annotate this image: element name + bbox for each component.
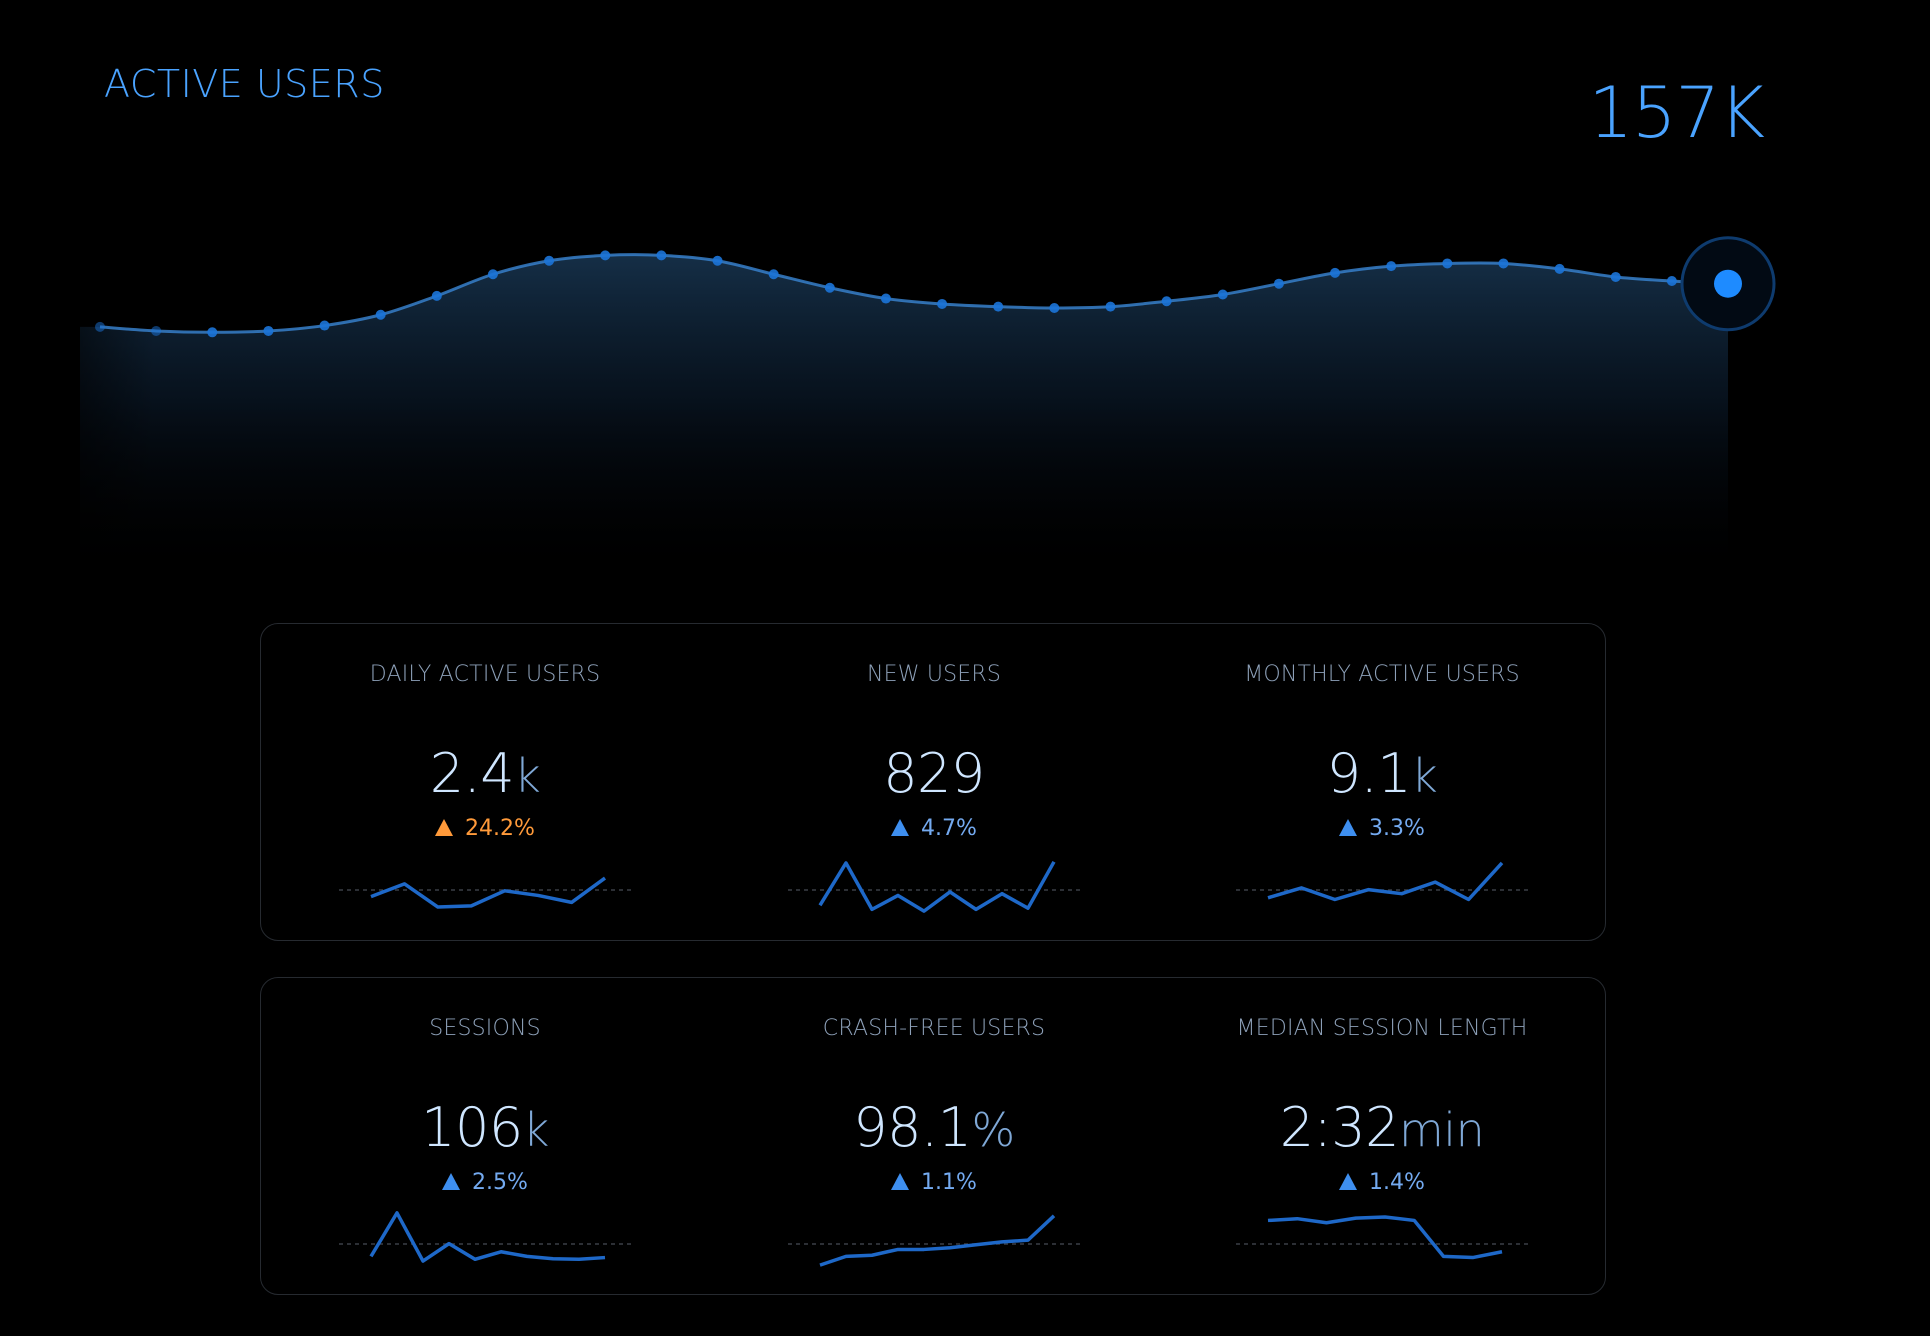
metric-delta: 3.3% (1158, 816, 1606, 841)
trend-up-icon (891, 1173, 910, 1190)
metric-unit: k (522, 1103, 550, 1157)
data-point (1161, 296, 1172, 307)
trend-up-icon (1339, 819, 1358, 836)
metric-value: 9.1k (1158, 742, 1606, 805)
metric-value: 98.1% (710, 1096, 1158, 1159)
sparkline (339, 1211, 631, 1263)
metric-delta: 24.2% (261, 816, 709, 841)
metric-label: DAILY ACTIVE USERS (369, 662, 601, 687)
metric-label: MEDIAN SESSION LENGTH (1236, 1016, 1528, 1041)
data-point (1666, 276, 1677, 286)
trend-up-icon (442, 1173, 461, 1190)
metric-number: 829 (883, 742, 985, 805)
metric-unit: k (1411, 749, 1438, 803)
data-point (263, 325, 274, 336)
data-point (1049, 303, 1060, 313)
sparkline-series (819, 1214, 1056, 1267)
data-point (1386, 261, 1397, 272)
metric-unit: min (1399, 1103, 1485, 1157)
metric-label: MONTHLY ACTIVE USERS (1244, 662, 1520, 687)
sparkline (1236, 1215, 1528, 1260)
data-point (487, 269, 498, 280)
delta-value: 24.2% (465, 816, 535, 841)
metric-label: SESSIONS (429, 1016, 541, 1041)
sparkline-series (1267, 861, 1504, 902)
area-edge-fade (0, 160, 1930, 580)
data-point (1610, 271, 1621, 282)
data-point (1217, 289, 1228, 300)
active-users-area-chart[interactable] (0, 160, 1930, 580)
metrics-panel-bottom: SESSIONS 106k 2.5% CRASH-FREE USERS 98.1… (260, 977, 1606, 1295)
data-point (1554, 263, 1565, 274)
data-point (95, 321, 105, 332)
metric-number: 2.4 (429, 742, 515, 805)
metric-value: 2:32min (1158, 1096, 1606, 1159)
metric-crash-free-users[interactable]: CRASH-FREE USERS 98.1% 1.1% (710, 978, 1158, 1294)
metric-delta: 2.5% (261, 1170, 709, 1195)
hero-total-value: 157K (1588, 72, 1765, 154)
metric-daily-active-users[interactable]: DAILY ACTIVE USERS 2.4k 24.2% (261, 624, 709, 940)
marker-dot (1714, 269, 1742, 298)
sparkline (1236, 861, 1528, 902)
data-point (937, 298, 948, 309)
data-point (1273, 278, 1284, 289)
data-point (151, 325, 162, 336)
data-point (1442, 258, 1453, 269)
sparkline-series (370, 876, 607, 909)
metric-monthly-active-users[interactable]: MONTHLY ACTIVE USERS 9.1k 3.3% (1158, 624, 1606, 940)
sparkline (788, 860, 1080, 913)
metric-median-session-length[interactable]: MEDIAN SESSION LENGTH 2:32min 1.4% (1158, 978, 1606, 1294)
data-point (1498, 258, 1509, 269)
data-point (207, 327, 218, 338)
sparkline (788, 1214, 1080, 1267)
metric-delta: 1.1% (710, 1170, 1158, 1195)
metric-unit: k (514, 749, 541, 803)
metric-number: 106 (421, 1096, 523, 1159)
metric-label: CRASH-FREE USERS (822, 1016, 1046, 1041)
data-point (656, 250, 667, 261)
metrics-panel-top: DAILY ACTIVE USERS 2.4k 24.2% NEW USERS … (260, 623, 1606, 941)
data-point (993, 301, 1004, 312)
metric-number: 2:32 (1279, 1096, 1400, 1159)
trend-up-icon (891, 819, 910, 836)
data-point (768, 269, 779, 280)
metric-unit: % (971, 1103, 1016, 1157)
trend-up-icon (1339, 1173, 1358, 1190)
metric-value: 2.4k (261, 742, 709, 805)
metric-sessions[interactable]: SESSIONS 106k 2.5% (261, 978, 709, 1294)
data-point (431, 290, 442, 301)
metric-delta: 1.4% (1158, 1170, 1606, 1195)
data-point (375, 309, 386, 320)
sparkline-series (1267, 1215, 1503, 1260)
delta-value: 4.7% (921, 816, 977, 841)
sparkline-series (369, 1211, 606, 1263)
delta-value: 1.4% (1369, 1170, 1425, 1195)
metric-label: NEW USERS (866, 662, 1002, 687)
data-point (824, 282, 835, 293)
data-point (712, 255, 723, 266)
metric-number: 9.1 (1326, 742, 1412, 805)
metric-value: 829 (710, 742, 1158, 805)
data-point (544, 255, 555, 266)
sparkline (339, 876, 631, 909)
data-point (600, 250, 611, 261)
data-point (1105, 301, 1116, 312)
delta-value: 3.3% (1369, 816, 1425, 841)
current-value-marker[interactable] (1678, 233, 1778, 334)
metric-delta: 4.7% (710, 816, 1158, 841)
data-point (880, 293, 891, 304)
data-point (1330, 267, 1341, 278)
trend-up-icon (435, 819, 454, 836)
hero-title: ACTIVE USERS (104, 62, 385, 106)
metric-value: 106k (261, 1096, 709, 1159)
delta-value: 1.1% (921, 1170, 977, 1195)
metric-number: 98.1 (853, 1096, 972, 1159)
metric-new-users[interactable]: NEW USERS 829 4.7% (710, 624, 1158, 940)
data-point (319, 320, 330, 331)
delta-value: 2.5% (472, 1170, 528, 1195)
sparkline-series (818, 860, 1056, 913)
